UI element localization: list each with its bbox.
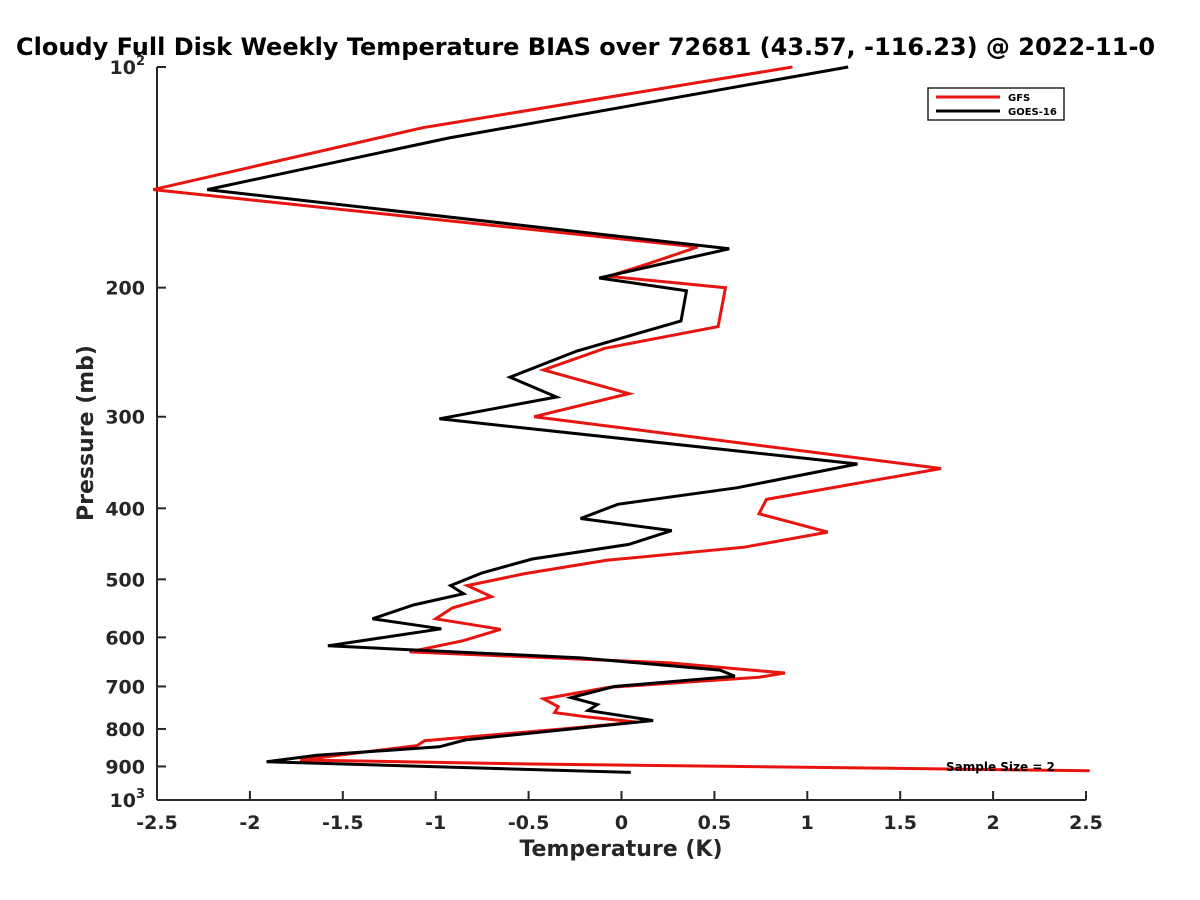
- sample-size-annotation: Sample Size = 2: [946, 760, 1055, 774]
- legend-label: GOES-16: [1008, 107, 1057, 118]
- x-tick-label: 1: [801, 812, 814, 834]
- y-tick-label: 102: [110, 54, 146, 79]
- y-tick-label: 300: [105, 407, 145, 429]
- x-tick-label: 0: [615, 812, 628, 834]
- chart-title: Cloudy Full Disk Weekly Temperature BIAS…: [16, 33, 1155, 61]
- legend-box: [927, 87, 1065, 121]
- x-tick-label: -2: [239, 812, 260, 834]
- legend: GFS GOES-16: [927, 87, 1065, 121]
- y-tick-label: 900: [105, 756, 145, 778]
- x-tick-label: 2.5: [1069, 812, 1103, 834]
- axes: -2.5 -2 -1.5 -1 -0.5 0 0.5 1 1.5 2 2.5 102 200 300 400…: [105, 54, 1103, 834]
- series-line-goes-16: [206, 65, 858, 774]
- y-tick-label: 600: [105, 627, 145, 649]
- x-tick-label: -0.5: [508, 812, 550, 834]
- series-group: [152, 65, 1090, 774]
- x-axis-label: Temperature (K): [519, 837, 722, 862]
- y-tick-label: 103: [110, 787, 146, 812]
- y-tick-label: 500: [105, 569, 145, 591]
- y-tick-label: 200: [105, 278, 145, 300]
- y-tick-label: 800: [105, 719, 145, 741]
- x-tick-label: 1.5: [883, 812, 917, 834]
- x-tick-label: -2.5: [136, 812, 178, 834]
- y-tick-label: 700: [105, 676, 145, 698]
- x-tick-label: -1: [425, 812, 446, 834]
- y-tick-label: 400: [105, 498, 145, 520]
- x-tick-label: 2: [986, 812, 999, 834]
- series-line-gfs: [152, 65, 1090, 773]
- legend-label: GFS: [1008, 93, 1030, 104]
- x-tick-label: -1.5: [322, 812, 364, 834]
- x-tick-label: 0.5: [698, 812, 732, 834]
- y-axis-label: Pressure (mb): [74, 345, 99, 521]
